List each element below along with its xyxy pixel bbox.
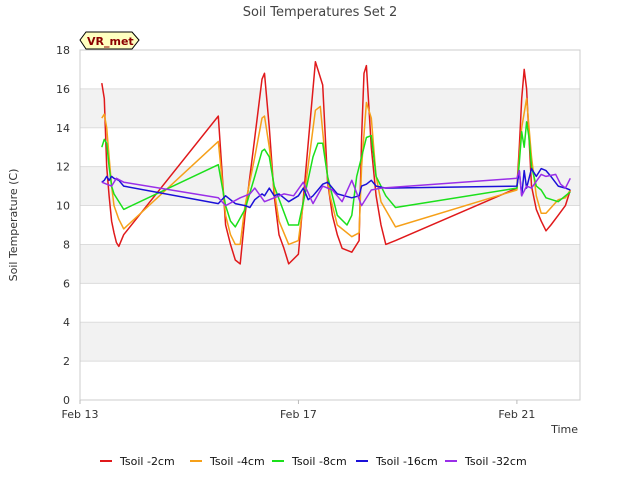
series-line-tsoil-32cm — [101, 169, 571, 207]
plot-frame — [79, 49, 581, 401]
station-badge: VR_met — [79, 31, 140, 50]
x-tick-label: Feb 13 — [62, 408, 99, 421]
y-tick-label: 4 — [63, 316, 70, 329]
y-tick-label: 14 — [56, 122, 70, 135]
y-tick-label: 10 — [56, 200, 70, 213]
series-line-tsoil-16cm — [101, 167, 571, 209]
station-badge-label: VR_met — [87, 35, 134, 48]
series-line-tsoil-4cm — [101, 97, 571, 246]
y-tick-label: 2 — [63, 355, 70, 368]
y-tick-label: 12 — [56, 161, 70, 174]
legend-label: Tsoil -32cm — [464, 455, 527, 468]
grid-band — [80, 322, 580, 362]
y-tick-label: 0 — [63, 394, 70, 407]
legend-label: Tsoil -2cm — [119, 455, 175, 468]
x-tick-label: Feb 21 — [498, 408, 535, 421]
series-line-tsoil-8cm — [101, 121, 571, 228]
legend-label: Tsoil -4cm — [209, 455, 265, 468]
y-tick-label: 6 — [63, 277, 70, 290]
legend-label: Tsoil -16cm — [375, 455, 438, 468]
y-tick-label: 16 — [56, 83, 70, 96]
y-axis-label: Soil Temperature (C) — [7, 169, 20, 282]
chart-title: Soil Temperatures Set 2 — [243, 5, 398, 20]
grid-band — [80, 244, 580, 284]
y-tick-label: 18 — [56, 44, 70, 57]
x-tick-label: Feb 17 — [280, 408, 317, 421]
grid-band — [80, 88, 580, 128]
x-axis-label: Time — [550, 423, 578, 436]
y-tick-label: 8 — [63, 238, 70, 251]
legend-label: Tsoil -8cm — [291, 455, 347, 468]
legend: Tsoil -2cm Tsoil -4cm Tsoil -8cm Tsoil -16c… — [100, 455, 527, 468]
